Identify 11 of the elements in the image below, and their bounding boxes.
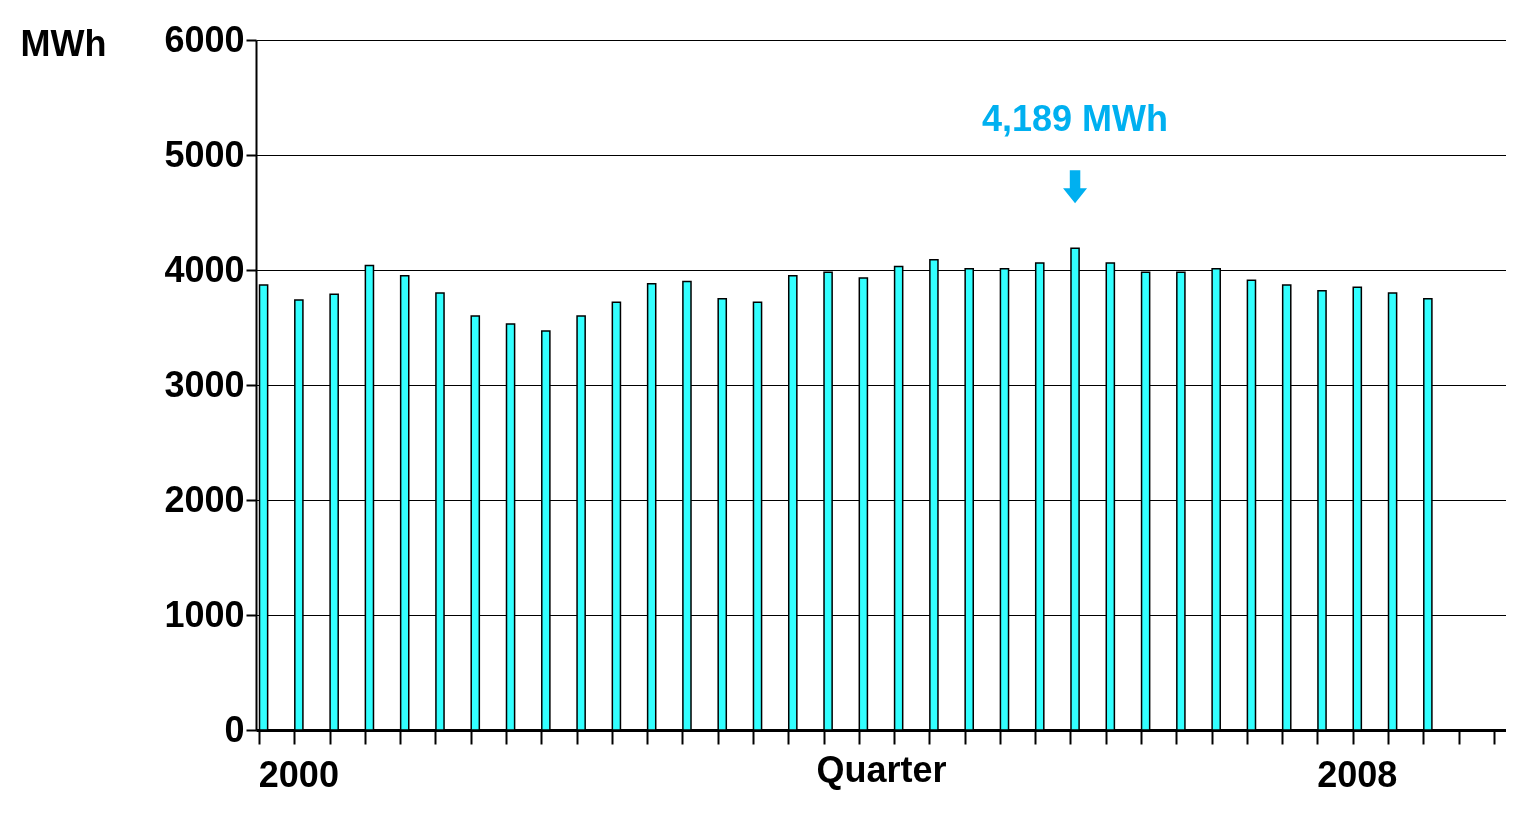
y-axis-title: MWh (20, 22, 107, 64)
y-tick-label: 5000 (164, 133, 245, 175)
y-tick-label: 6000 (164, 18, 245, 60)
x-axis-title: Quarter (816, 748, 947, 790)
y-tick-label: 2000 (164, 478, 245, 520)
y-tick-label: 1000 (164, 593, 245, 635)
y-tick-label: 3000 (164, 363, 245, 405)
y-tick-label: 4000 (164, 248, 245, 290)
x-tick-label: 2008 (1317, 753, 1398, 795)
annotation: 4,189 MWh (982, 98, 1169, 140)
y-tick-label: 0 (224, 708, 245, 750)
